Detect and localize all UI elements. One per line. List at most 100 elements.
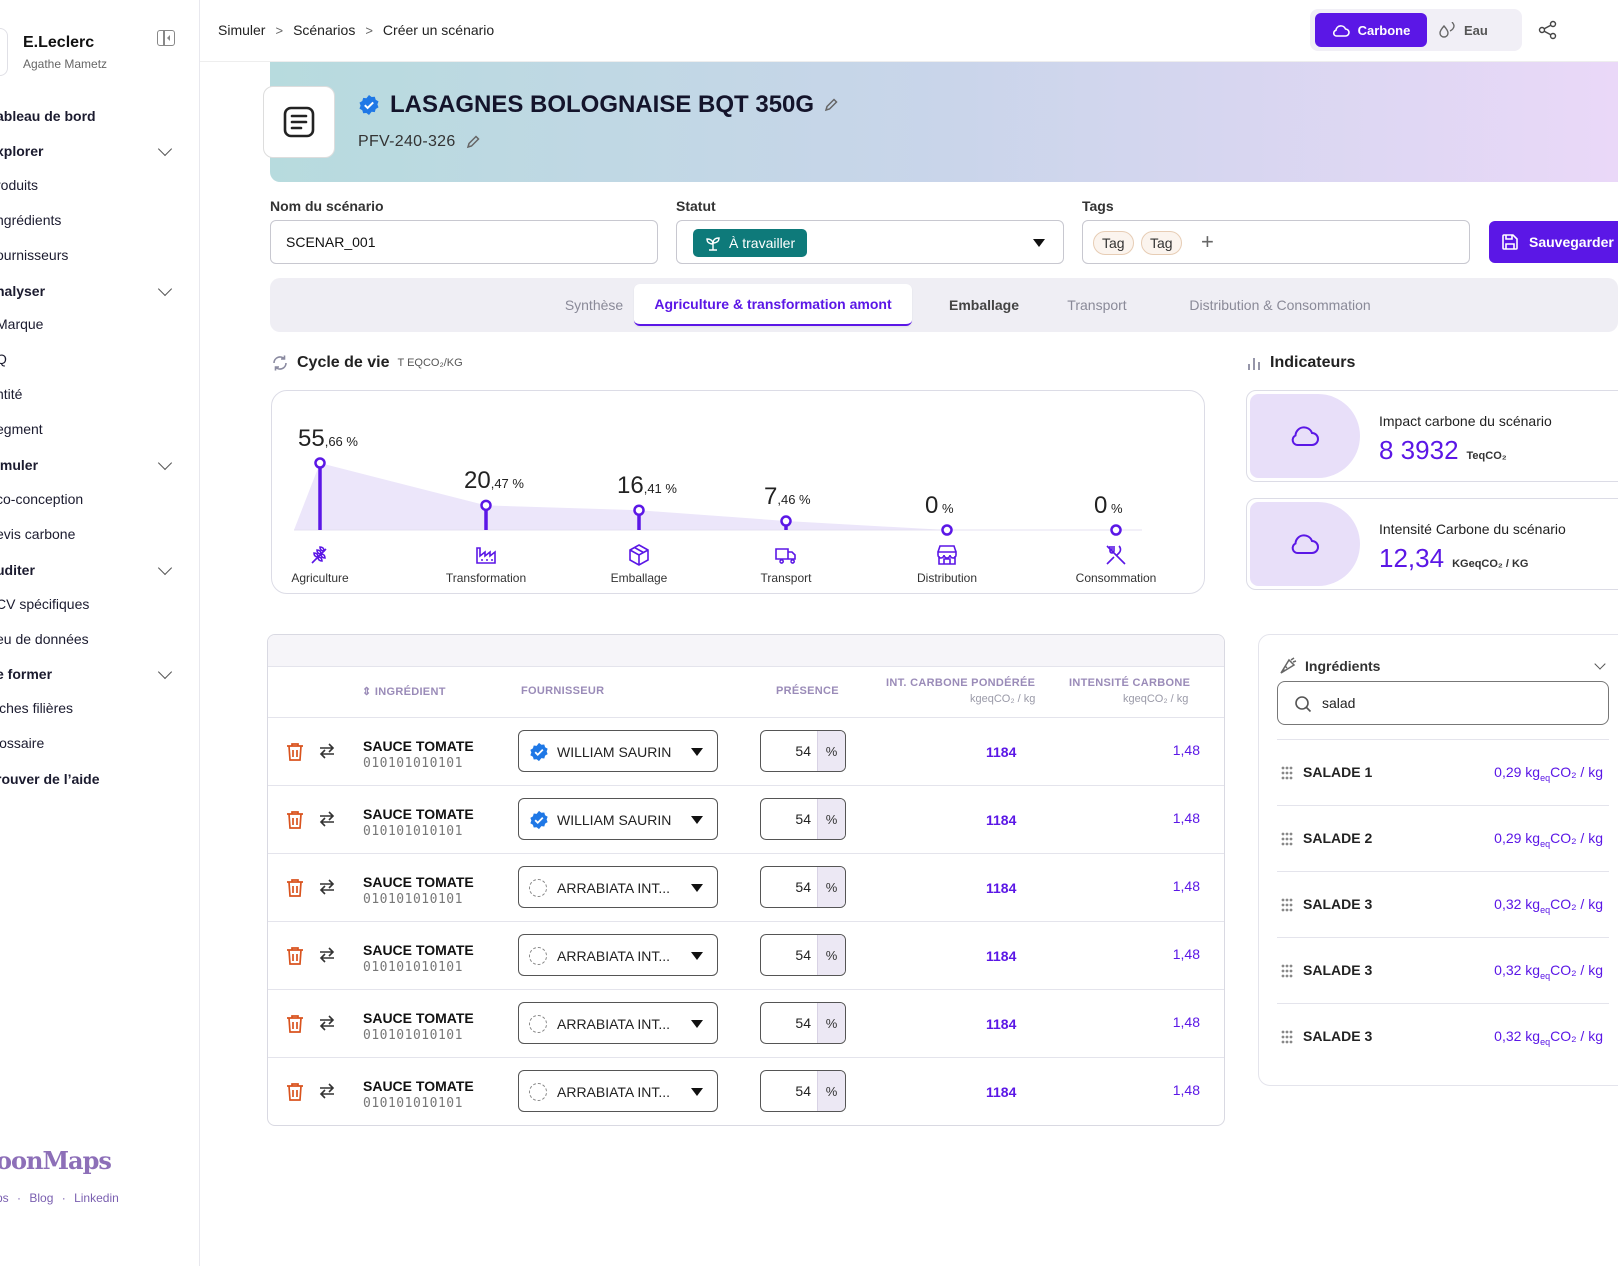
- edit-title-icon[interactable]: [824, 98, 838, 112]
- drag-handle-icon[interactable]: [1281, 832, 1293, 846]
- sidebar-item[interactable]: ngrédients: [0, 212, 62, 228]
- tab-distribution[interactable]: Distribution & Consommation: [1189, 297, 1371, 313]
- chevron-down-icon[interactable]: [157, 141, 173, 157]
- swap-icon[interactable]: [318, 946, 336, 964]
- tab-emballage[interactable]: Emballage: [948, 297, 1020, 313]
- presence-input[interactable]: 54%: [760, 934, 846, 976]
- sidebar-item[interactable]: roduits: [0, 177, 39, 193]
- sidebar-item[interactable]: CV spécifiques: [0, 596, 90, 612]
- package-icon: [629, 544, 649, 566]
- footer-link-blog[interactable]: Blog: [29, 1191, 54, 1205]
- swap-icon[interactable]: [318, 1082, 336, 1100]
- status-select[interactable]: À travailler: [676, 220, 1064, 264]
- sidebar-item[interactable]: ntité: [0, 386, 23, 402]
- suggestion-value-number: 0,29: [1494, 830, 1522, 846]
- percent-suffix: %: [817, 1071, 845, 1111]
- trash-icon[interactable]: [286, 742, 304, 762]
- save-button[interactable]: Sauvegarder: [1489, 221, 1618, 263]
- sidebar-item[interactable]: eu de données: [0, 631, 89, 647]
- trash-icon[interactable]: [286, 1014, 304, 1034]
- chevron-down-icon[interactable]: [1594, 658, 1606, 670]
- sidebar-item[interactable]: ableau de bord: [0, 108, 96, 124]
- tags-input[interactable]: Tag Tag +: [1082, 220, 1470, 264]
- breadcrumb-scenarios[interactable]: Scénarios: [293, 22, 356, 38]
- ingredient-search-input[interactable]: salad: [1277, 681, 1609, 725]
- supplier-select[interactable]: WILLIAM SAURIN: [518, 798, 718, 840]
- add-tag-icon[interactable]: +: [1201, 229, 1214, 254]
- presence-input[interactable]: 54%: [760, 866, 846, 908]
- sidebar-item[interactable]: lossaire: [0, 735, 45, 751]
- tag-chip[interactable]: Tag: [1093, 231, 1134, 255]
- sidebar-item[interactable]: egment: [0, 421, 43, 437]
- chevron-down-icon[interactable]: [157, 560, 173, 576]
- caret-down-icon: [691, 952, 703, 960]
- tab-agriculture[interactable]: Agriculture & transformation amont: [634, 284, 912, 326]
- sidebar-item[interactable]: imuler: [0, 457, 39, 473]
- product-icon: [263, 86, 335, 158]
- sidebar-item[interactable]: Q: [0, 351, 7, 367]
- trash-icon[interactable]: [286, 810, 304, 830]
- breadcrumb-simuler[interactable]: Simuler: [218, 22, 266, 38]
- presence-input[interactable]: 54%: [760, 1002, 846, 1044]
- ingredient-suggestion[interactable]: SALADE 2 0,29 kgeqCO₂ / kg: [1277, 805, 1609, 873]
- tab-transport[interactable]: Transport: [1067, 297, 1127, 313]
- presence-input[interactable]: 54%: [760, 730, 846, 772]
- presence-value: 54: [795, 947, 811, 963]
- swap-icon[interactable]: [318, 1014, 336, 1032]
- sidebar-item[interactable]: uditer: [0, 562, 35, 578]
- swap-icon[interactable]: [318, 878, 336, 896]
- sidebar-item[interactable]: co-conception: [0, 491, 84, 507]
- supplier-select[interactable]: ARRABIATA INT...: [518, 1002, 718, 1044]
- trash-icon[interactable]: [286, 1082, 304, 1102]
- indicator-unit: KGeqCO₂ / KG: [1452, 558, 1529, 570]
- chevron-down-icon[interactable]: [157, 455, 173, 471]
- chevron-down-icon[interactable]: [157, 664, 173, 680]
- presence-input[interactable]: 54%: [760, 798, 846, 840]
- trash-icon[interactable]: [286, 878, 304, 898]
- column-header-ingredient[interactable]: ⇕ INGRÉDIENT: [362, 686, 446, 698]
- scenario-name-label: Nom du scénario: [270, 198, 384, 214]
- sidebar-item[interactable]: evis carbone: [0, 526, 76, 542]
- drag-handle-icon[interactable]: [1281, 766, 1293, 780]
- ingredient-suggestion[interactable]: SALADE 3 0,32 kgeqCO₂ / kg: [1277, 937, 1609, 1005]
- suggestion-value: 0,32 kgeqCO₂ / kg: [1494, 1028, 1603, 1047]
- carbon-intensity-value: 1,48: [1172, 742, 1200, 758]
- sidebar-item[interactable]: nalyser: [0, 283, 46, 299]
- sidebar-item[interactable]: iches filières: [0, 700, 74, 716]
- column-header-ingredient-text: INGRÉDIENT: [374, 686, 446, 698]
- swap-icon[interactable]: [318, 810, 336, 828]
- presence-value: 54: [795, 879, 811, 895]
- supplier-select[interactable]: ARRABIATA INT...: [518, 866, 718, 908]
- supplier-select[interactable]: ARRABIATA INT...: [518, 934, 718, 976]
- eau-toggle-button[interactable]: Eau: [1438, 13, 1508, 47]
- supplier-select[interactable]: ARRABIATA INT...: [518, 1070, 718, 1112]
- sidebar-item[interactable]: xplorer: [0, 143, 44, 159]
- ingredient-suggestion[interactable]: SALADE 3 0,32 kgeqCO₂ / kg: [1277, 1003, 1609, 1071]
- drag-handle-icon[interactable]: [1281, 1030, 1293, 1044]
- tag-chip[interactable]: Tag: [1141, 231, 1182, 255]
- ingredient-suggestion[interactable]: SALADE 1 0,29 kgeqCO₂ / kg: [1277, 739, 1609, 807]
- carbone-toggle-button[interactable]: Carbone: [1315, 13, 1427, 47]
- swap-icon[interactable]: [318, 742, 336, 760]
- tab-synthese[interactable]: Synthèse: [564, 297, 624, 313]
- sidebar-item[interactable]: Marque: [0, 316, 44, 332]
- trash-icon[interactable]: [286, 946, 304, 966]
- sidebar-item[interactable]: ournisseurs: [0, 247, 69, 263]
- ingredient-name: SAUCE TOMATE: [363, 738, 474, 754]
- collapse-sidebar-icon[interactable]: [157, 30, 175, 46]
- scenario-name-input[interactable]: SCENAR_001: [270, 220, 658, 264]
- edit-code-icon[interactable]: [466, 135, 480, 149]
- ingredient-suggestion[interactable]: SALADE 3 0,32 kgeqCO₂ / kg: [1277, 871, 1609, 939]
- chevron-down-icon[interactable]: [157, 281, 173, 297]
- drag-handle-icon[interactable]: [1281, 898, 1293, 912]
- footer-link-linkedin[interactable]: Linkedin: [74, 1191, 119, 1205]
- suggestion-unit-b: CO₂ / kg: [1550, 764, 1603, 780]
- supplier-select[interactable]: WILLIAM SAURIN: [518, 730, 718, 772]
- drag-handle-icon[interactable]: [1281, 964, 1293, 978]
- share-icon[interactable]: [1538, 20, 1558, 40]
- sidebar-item[interactable]: e former: [0, 666, 53, 682]
- footer-link-apps[interactable]: ps: [0, 1191, 9, 1205]
- table-row: SAUCE TOMATE 010101010101 ARRABIATA INT...…: [268, 989, 1224, 1057]
- sidebar-item[interactable]: rouver de l’aide: [0, 771, 100, 787]
- presence-input[interactable]: 54%: [760, 1070, 846, 1112]
